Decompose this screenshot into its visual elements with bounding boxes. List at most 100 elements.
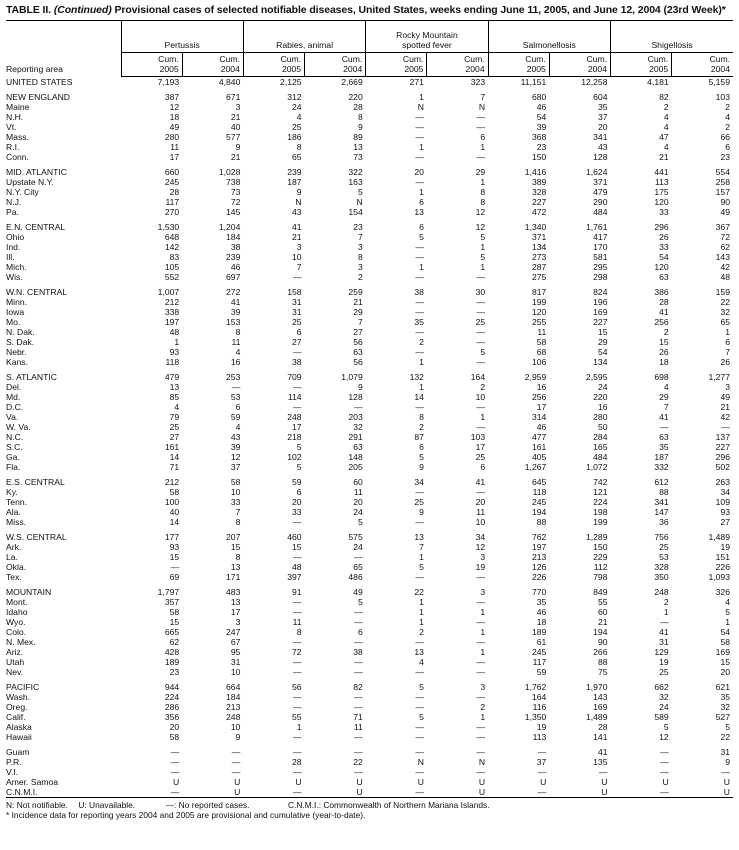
value-cell: 39 <box>230 442 241 452</box>
value-cell: 4 <box>663 142 669 152</box>
table-row: R.I. 11 9 8 13 1 1 23 43 4 6 <box>6 142 733 152</box>
value-cell: 12 <box>475 207 486 217</box>
value-cell: — <box>476 112 486 122</box>
value-cell: 397 <box>287 572 302 582</box>
value-cell: 22 <box>353 757 363 767</box>
value-cell: 40 <box>230 122 241 132</box>
value-cell: U <box>356 777 363 787</box>
reporting-area-cell: N. Dak. <box>6 327 35 337</box>
value-cell: 386 <box>654 287 669 297</box>
value-cell: 19 <box>536 722 547 732</box>
value-cell: — <box>292 402 302 412</box>
value-cell: 165 <box>593 442 608 452</box>
value-cell: 28 <box>292 757 302 767</box>
value-cell: 31 <box>230 657 241 667</box>
value-cell: 93 <box>169 542 180 552</box>
reporting-area-cell: C.N.M.I. <box>6 787 121 798</box>
table-row: Amer. Samoa U U U U U U U U U U <box>6 777 733 787</box>
value-cell: 648 <box>164 232 180 242</box>
value-cell: 1,761 <box>585 222 608 232</box>
value-cell: 15 <box>230 542 241 552</box>
year-label: 2005 <box>404 63 424 74</box>
value-cell: 405 <box>531 452 547 462</box>
value-cell: — <box>721 767 730 777</box>
value-cell: 8 <box>480 197 486 207</box>
value-cell: 187 <box>654 452 669 462</box>
value-cell: 502 <box>715 462 730 472</box>
value-cell: 273 <box>531 252 547 262</box>
value-cell: 229 <box>593 552 608 562</box>
value-cell: 114 <box>287 392 302 402</box>
year-label: 2004 <box>220 63 240 74</box>
value-cell: 477 <box>531 432 547 442</box>
value-cell: 2 <box>725 122 730 132</box>
value-cell: 129 <box>654 647 669 657</box>
value-cell: 1,079 <box>341 372 363 382</box>
value-cell: 6 <box>357 627 363 637</box>
value-cell: 48 <box>292 562 302 572</box>
value-cell: 103 <box>470 432 486 442</box>
value-cell: 577 <box>226 132 241 142</box>
reporting-area-cell: E.S. CENTRAL <box>6 477 65 487</box>
value-cell: 33 <box>292 507 302 517</box>
value-cell: 4 <box>296 112 302 122</box>
value-cell: — <box>476 667 486 677</box>
value-cell: 15 <box>169 552 180 562</box>
value-cell: N <box>478 102 486 112</box>
value-cell: 11 <box>170 142 180 152</box>
reporting-area-cell: Wis. <box>6 272 23 282</box>
value-cell: 141 <box>593 732 608 742</box>
value-cell: 90 <box>597 637 608 647</box>
value-cell: 1,093 <box>708 572 730 582</box>
value-cell: 1,624 <box>585 167 608 177</box>
table-row: Miss. 14 8 — 5 — 10 88 199 36 27 <box>6 517 733 527</box>
value-cell: — <box>415 767 424 777</box>
value-cell: 218 <box>287 432 302 442</box>
value-cell: — <box>415 132 424 142</box>
value-cell: 7 <box>357 232 363 242</box>
value-cell: 20 <box>169 722 180 732</box>
value-cell: 428 <box>164 647 180 657</box>
disease-table: Reporting area Pertussis Rabies, animal … <box>6 20 733 798</box>
value-cell: 770 <box>531 587 547 597</box>
value-cell: 6 <box>725 337 730 347</box>
value-cell: — <box>721 422 730 432</box>
value-cell: 1,489 <box>708 532 730 542</box>
value-cell: 196 <box>593 297 608 307</box>
value-cell: 6 <box>419 222 424 232</box>
value-cell: 227 <box>715 442 730 452</box>
value-cell: — <box>660 747 669 757</box>
value-cell: 137 <box>715 432 730 442</box>
value-cell: 581 <box>593 252 608 262</box>
region-group: Guam — — — — — — —41—31 P.R. — —28 22 N N 37 135—9 V.I. —… <box>6 742 733 798</box>
disease-header-salmonellosis: Salmonellosis <box>487 20 611 53</box>
table-row: Minn. 212 41 31 21 — — 199 196 28 22 <box>6 297 733 307</box>
value-cell: 169 <box>593 307 608 317</box>
year-label: 2004 <box>587 63 607 74</box>
table-row: Conn. 17 21 65 73 — — 150 128 21 23 <box>6 152 733 162</box>
reporting-area-cell: W.S. CENTRAL <box>6 532 67 542</box>
reporting-area-cell: Colo. <box>6 627 27 637</box>
table-row: Nev. 23 10 — — — — 59 75 25 20 <box>6 667 733 677</box>
reporting-area-cell: Md. <box>6 392 21 402</box>
reporting-area-cell: N.H. <box>6 112 24 122</box>
value-cell: 15 <box>659 337 669 347</box>
reporting-area-cell: W.N. CENTRAL <box>6 287 68 297</box>
value-cell: 1 <box>480 712 486 722</box>
value-cell: — <box>476 327 486 337</box>
value-cell: — <box>537 767 547 777</box>
value-cell: 10 <box>230 667 241 677</box>
value-cell: 356 <box>164 712 180 722</box>
value-cell: 8 <box>296 627 302 637</box>
value-cell: 15 <box>720 657 730 667</box>
value-cell: 212 <box>164 477 180 487</box>
value-cell: — <box>476 572 486 582</box>
value-cell: 5 <box>725 607 730 617</box>
value-cell: 286 <box>164 702 180 712</box>
region-group: W.S. CENTRAL 177 207 460 575 13 34 762 1,289 756 1… <box>6 527 733 582</box>
value-cell: 62 <box>720 242 730 252</box>
cum-label: Cum. <box>158 54 179 64</box>
value-cell: 12 <box>475 542 486 552</box>
value-cell: 1 <box>419 607 424 617</box>
value-cell: 417 <box>593 232 608 242</box>
